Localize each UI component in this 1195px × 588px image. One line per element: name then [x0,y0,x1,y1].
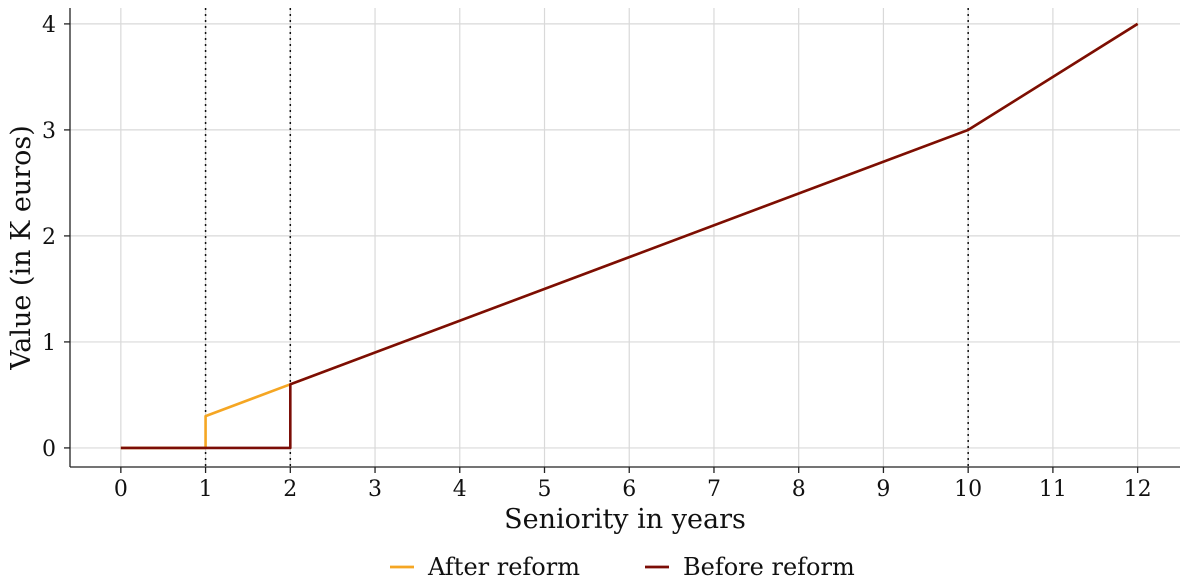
x-axis-title: Seniority in years [504,504,746,535]
series-line-before-reform [120,22,1139,450]
x-tick-label: 9 [876,477,890,502]
y-tick-label: 0 [42,437,56,462]
y-tick-label: 4 [42,13,56,38]
x-tick-label: 5 [538,477,552,502]
x-tick-label: 11 [1039,477,1067,502]
x-tick-label: 7 [707,477,721,502]
legend-label-after-reform: After reform [427,553,580,581]
series-layer [120,22,1139,450]
legend: After reform Before reform [390,553,855,581]
x-tick-label: 6 [622,477,636,502]
legend-label-before-reform: Before reform [683,553,855,581]
y-tick-label: 1 [42,331,56,356]
x-tick-label: 0 [114,477,128,502]
y-axis-title: Value (in K euros) [6,125,37,371]
x-tick-label: 10 [954,477,982,502]
y-tick-label: 2 [42,225,56,250]
y-tick-label: 3 [42,119,56,144]
x-tick-label: 3 [368,477,382,502]
x-tick-label: 2 [283,477,297,502]
grid-layer [70,8,1180,467]
reference-lines [204,8,969,467]
x-tick-label: 1 [199,477,213,502]
x-tick-label: 8 [792,477,806,502]
x-tick-label: 12 [1124,477,1152,502]
x-tick-label: 4 [453,477,467,502]
